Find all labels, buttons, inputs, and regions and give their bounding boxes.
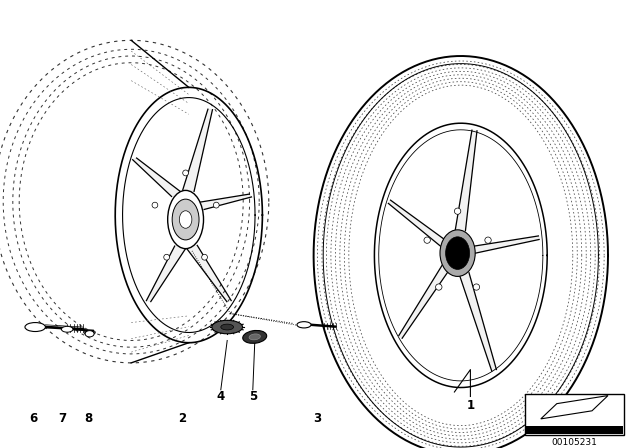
Ellipse shape — [85, 331, 94, 337]
Text: 1: 1 — [467, 399, 474, 412]
Polygon shape — [388, 200, 445, 246]
Ellipse shape — [297, 322, 311, 328]
Ellipse shape — [212, 320, 243, 334]
Ellipse shape — [424, 237, 430, 243]
Text: 5: 5 — [249, 390, 257, 403]
FancyBboxPatch shape — [526, 426, 623, 434]
Polygon shape — [182, 109, 212, 191]
Ellipse shape — [213, 202, 219, 208]
Text: 2: 2 — [179, 412, 186, 426]
Ellipse shape — [152, 202, 158, 208]
Ellipse shape — [164, 254, 170, 260]
Ellipse shape — [485, 237, 492, 243]
Ellipse shape — [202, 254, 207, 260]
Ellipse shape — [440, 230, 475, 276]
Polygon shape — [473, 236, 539, 254]
Ellipse shape — [436, 284, 442, 290]
Ellipse shape — [179, 211, 192, 228]
Polygon shape — [455, 130, 477, 231]
FancyBboxPatch shape — [525, 394, 624, 435]
Polygon shape — [399, 265, 449, 338]
Ellipse shape — [243, 331, 267, 343]
Polygon shape — [199, 194, 252, 210]
Text: 8: 8 — [84, 412, 92, 426]
Polygon shape — [460, 273, 497, 371]
Ellipse shape — [168, 190, 204, 249]
Text: 3: 3 — [313, 412, 321, 426]
Polygon shape — [186, 246, 231, 302]
Ellipse shape — [25, 323, 45, 332]
Ellipse shape — [221, 324, 234, 330]
Polygon shape — [132, 158, 182, 197]
Ellipse shape — [249, 334, 260, 340]
Ellipse shape — [445, 237, 470, 269]
Polygon shape — [541, 396, 608, 419]
Ellipse shape — [183, 170, 188, 176]
Ellipse shape — [172, 199, 199, 240]
Text: 7: 7 — [59, 412, 67, 426]
Text: 4: 4 — [217, 390, 225, 403]
Ellipse shape — [473, 284, 479, 290]
Polygon shape — [147, 246, 186, 302]
Text: 6: 6 — [29, 412, 37, 426]
Ellipse shape — [61, 326, 73, 332]
Ellipse shape — [454, 208, 461, 214]
Text: 00105231: 00105231 — [552, 438, 597, 447]
